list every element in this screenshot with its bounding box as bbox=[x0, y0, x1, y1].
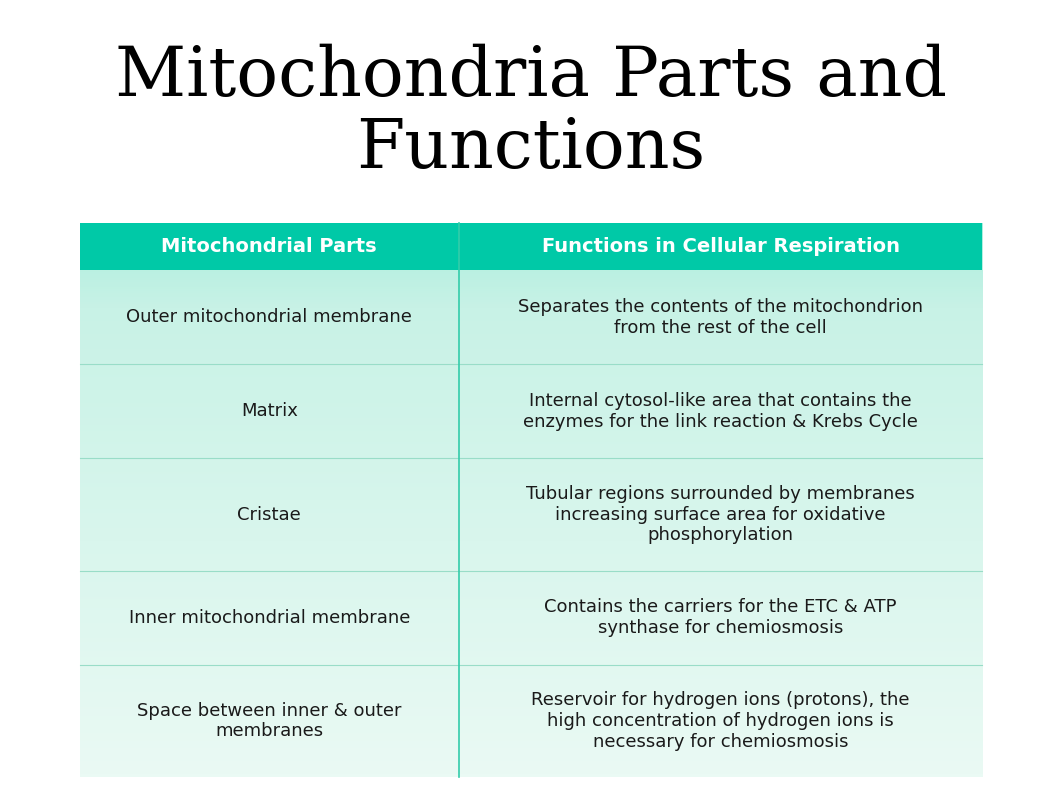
Text: Cristae: Cristae bbox=[237, 505, 302, 524]
Text: Matrix: Matrix bbox=[241, 402, 297, 420]
Bar bbox=[80, 223, 982, 777]
Text: Inner mitochondrial membrane: Inner mitochondrial membrane bbox=[129, 609, 410, 626]
Bar bbox=[80, 223, 982, 270]
Text: Tubular regions surrounded by membranes
increasing surface area for oxidative
ph: Tubular regions surrounded by membranes … bbox=[526, 485, 915, 544]
Text: Outer mitochondrial membrane: Outer mitochondrial membrane bbox=[126, 308, 412, 326]
Text: Functions: Functions bbox=[357, 116, 705, 182]
Text: Functions in Cellular Respiration: Functions in Cellular Respiration bbox=[542, 238, 900, 256]
Text: Contains the carriers for the ETC & ATP
synthase for chemiosmosis: Contains the carriers for the ETC & ATP … bbox=[545, 599, 896, 637]
Text: Separates the contents of the mitochondrion
from the rest of the cell: Separates the contents of the mitochondr… bbox=[518, 298, 923, 336]
Text: Space between inner & outer
membranes: Space between inner & outer membranes bbox=[137, 701, 401, 740]
Text: Reservoir for hydrogen ions (protons), the
high concentration of hydrogen ions i: Reservoir for hydrogen ions (protons), t… bbox=[531, 691, 910, 751]
Text: Mitochondrial Parts: Mitochondrial Parts bbox=[161, 238, 377, 256]
Text: Internal cytosol-like area that contains the
enzymes for the link reaction & Kre: Internal cytosol-like area that contains… bbox=[524, 392, 918, 430]
Text: Mitochondria Parts and: Mitochondria Parts and bbox=[115, 44, 947, 110]
